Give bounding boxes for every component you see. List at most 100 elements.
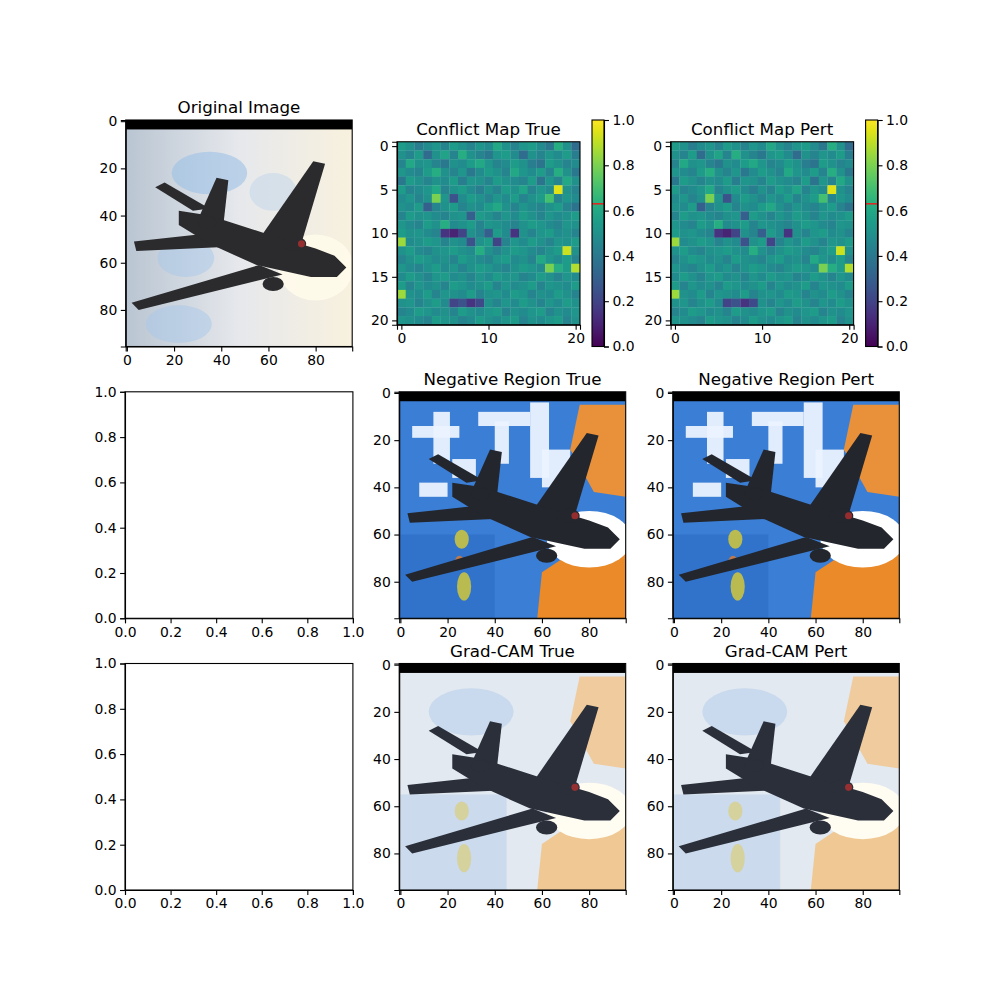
tick: 0 (108, 113, 125, 129)
heatmap-cell (528, 150, 537, 159)
heatmap-cell (714, 229, 723, 238)
heatmap-cell (845, 238, 854, 247)
heatmap-cell (845, 281, 854, 290)
heatmap-cell (688, 203, 697, 212)
heatmap-cell (732, 281, 741, 290)
heatmap-cell (519, 290, 528, 299)
heatmap-cell (679, 246, 688, 255)
heatmap-cell (801, 272, 810, 281)
heatmap-cell (688, 281, 697, 290)
heatmap-cell (475, 307, 484, 316)
tick-label: 80 (581, 624, 599, 640)
tick: 0 (380, 138, 397, 154)
heatmap-cell (671, 255, 680, 264)
heatmap-cell (493, 229, 502, 238)
heatmap-cell (528, 220, 537, 229)
tick-mark (120, 528, 125, 529)
heatmap-cell (423, 264, 432, 273)
heatmap-cell (571, 211, 580, 220)
tick: 0 (396, 890, 405, 911)
heatmap-cell (740, 159, 749, 168)
heatmap-cell (784, 150, 793, 159)
plot-frame (125, 392, 353, 619)
heatmap-cell (819, 168, 828, 177)
tick: 0.2 (160, 890, 182, 911)
tick-label: 5 (380, 182, 389, 198)
heatmap-cell (723, 281, 732, 290)
heatmap-cell (449, 229, 458, 238)
heatmap-cell (406, 255, 415, 264)
heatmap-cell (801, 290, 810, 299)
tick-label: 20 (645, 312, 663, 328)
heatmap-cell (784, 238, 793, 247)
axis-left: 020406080 (647, 385, 674, 619)
tick-label: 0.2 (612, 293, 634, 309)
heatmap-cell (563, 264, 572, 273)
heatmap-cell (432, 194, 441, 203)
heatmap-cell (414, 194, 423, 203)
tick-mark (268, 347, 269, 352)
heatmap-cell (571, 264, 580, 273)
heatmap-cell (845, 290, 854, 299)
tick-label: 0.4 (95, 791, 117, 807)
airplane-light (845, 784, 852, 791)
heatmap-cell (536, 307, 545, 316)
airplane-part (179, 211, 347, 277)
heatmap-cell (467, 177, 476, 186)
heatmap-cell (554, 203, 563, 212)
image-band (673, 664, 900, 673)
plot-area (397, 142, 580, 325)
tick-label: 0.2 (160, 624, 182, 640)
heatmap-cell (819, 150, 828, 159)
airplane-engine (556, 780, 580, 794)
heatmap-cell (819, 177, 828, 186)
heatmap-cell (484, 150, 493, 159)
tick-label: 20 (373, 432, 391, 448)
heatmap-cell (502, 281, 511, 290)
heatmap-cell (775, 142, 784, 151)
heatmap-cell (406, 316, 415, 325)
heatmap-cell (502, 220, 511, 229)
tick: 80 (581, 618, 599, 639)
panel: 0102005101520Conflict Map True (371, 119, 585, 346)
axis-left: 020406080 (373, 385, 400, 619)
tick-mark (666, 277, 671, 278)
heatmap-cell (758, 220, 767, 229)
heatmap-cell (705, 220, 714, 229)
heatmap-cell (688, 229, 697, 238)
heatmap-cell (563, 194, 572, 203)
heatmap-cell (545, 185, 554, 194)
heatmap-cell (467, 281, 476, 290)
heatmap-cell (545, 150, 554, 159)
heatmap-cell (766, 203, 775, 212)
heatmap-cell (432, 229, 441, 238)
heatmap-cell (467, 272, 476, 281)
tick-label: 0 (396, 895, 405, 911)
heatmap-cell (423, 299, 432, 308)
heatmap-cell (671, 299, 680, 308)
tick-label: 1.0 (95, 655, 117, 671)
heatmap-cell (571, 177, 580, 186)
heatmap-cell (819, 238, 828, 247)
heatmap-cell (554, 194, 563, 203)
heatmap-cell (484, 168, 493, 177)
heatmap-cell (475, 159, 484, 168)
heatmap-cell (749, 142, 758, 151)
axis-left: 020406080 (373, 657, 400, 891)
tick-mark (815, 618, 816, 623)
heatmap-cell (714, 185, 723, 194)
tick-mark (262, 618, 263, 623)
heatmap-cell (510, 168, 519, 177)
tick-label: 15 (645, 269, 663, 285)
heatmap-cell (484, 194, 493, 203)
heatmap-cell (449, 246, 458, 255)
heatmap-cell (493, 281, 502, 290)
heatmap-cell (775, 150, 784, 159)
heatmap-cell (836, 194, 845, 203)
heatmap-cell (740, 194, 749, 203)
heatmap-cell (510, 264, 519, 273)
axis-right: 0.00.20.40.60.81.0 (878, 112, 909, 355)
airplane-part (702, 454, 756, 482)
heatmap-cell (723, 307, 732, 316)
heatmap-cell (414, 307, 423, 316)
